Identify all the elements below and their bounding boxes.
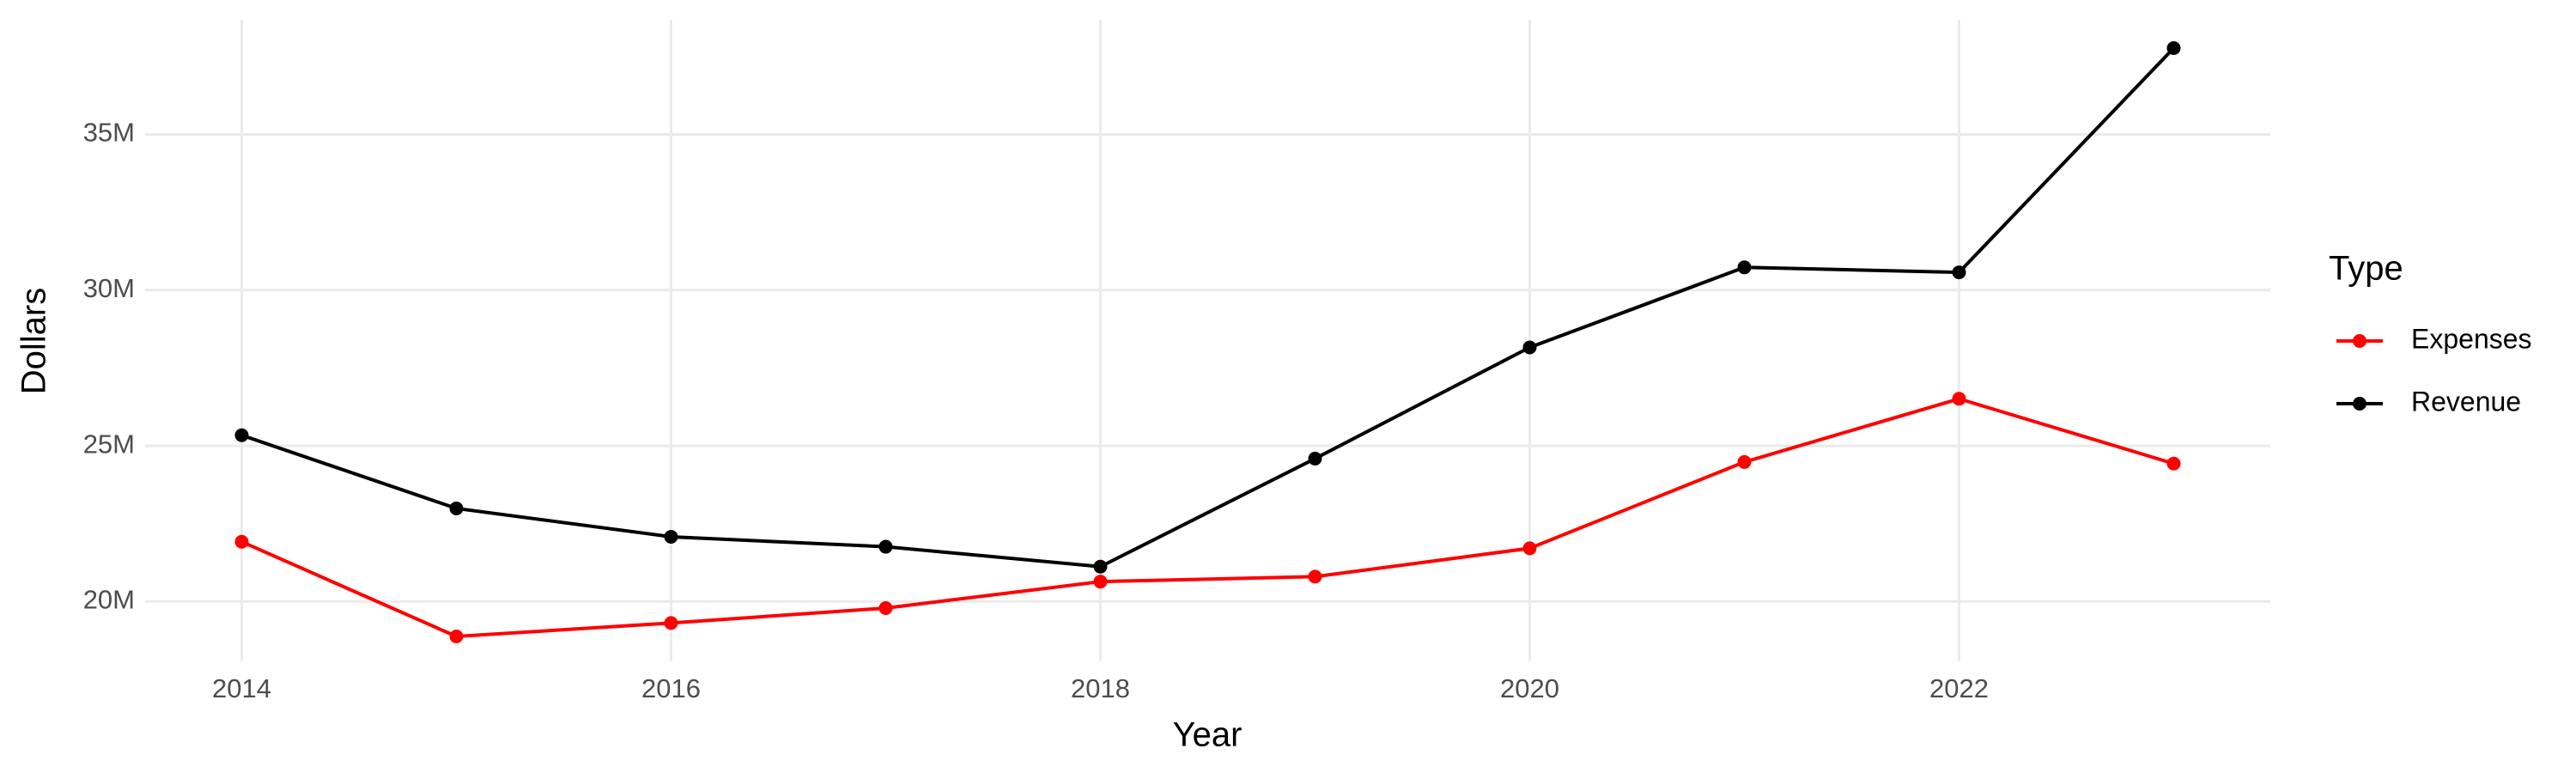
x-tick-label: 2020 <box>1500 673 1559 703</box>
series-line <box>240 397 2175 639</box>
data-point <box>1952 265 1966 280</box>
data-point <box>1093 575 1108 589</box>
data-point <box>1737 454 1752 469</box>
x-tick-label: 2022 <box>1929 673 1989 703</box>
x-axis-title: Year <box>1173 716 1242 754</box>
grid <box>145 20 2270 661</box>
data-point <box>449 629 464 643</box>
data-point <box>234 534 249 549</box>
data-point <box>1308 451 1322 466</box>
data-point <box>664 616 678 630</box>
x-tick-label: 2016 <box>641 673 701 703</box>
series-line <box>240 46 2175 569</box>
legend-title: Type <box>2329 250 2403 288</box>
data-point <box>1093 559 1108 574</box>
data-point <box>1522 541 1537 556</box>
data-point <box>878 600 893 615</box>
y-axis-title: Dollars <box>15 288 53 394</box>
y-tick-label: 20M <box>83 585 135 615</box>
legend-key-point <box>2353 397 2366 411</box>
legend-key-point <box>2353 334 2366 348</box>
data-point <box>1522 340 1537 355</box>
data-point <box>1737 260 1752 275</box>
x-tick-label: 2014 <box>212 673 271 703</box>
data-point <box>449 501 464 515</box>
legend-label: Expenses <box>2411 323 2532 354</box>
data-point <box>664 529 678 544</box>
data-point <box>2166 40 2181 55</box>
data-point <box>2166 456 2181 471</box>
y-tick-label: 30M <box>83 273 135 303</box>
legend-label: Revenue <box>2411 386 2521 417</box>
x-tick-label: 2018 <box>1071 673 1130 703</box>
y-tick-label: 35M <box>83 118 135 148</box>
data-point <box>234 428 249 442</box>
data-point <box>1952 392 1966 406</box>
data-point <box>878 539 893 554</box>
y-tick-label: 25M <box>83 429 135 459</box>
data-point <box>1308 569 1322 584</box>
